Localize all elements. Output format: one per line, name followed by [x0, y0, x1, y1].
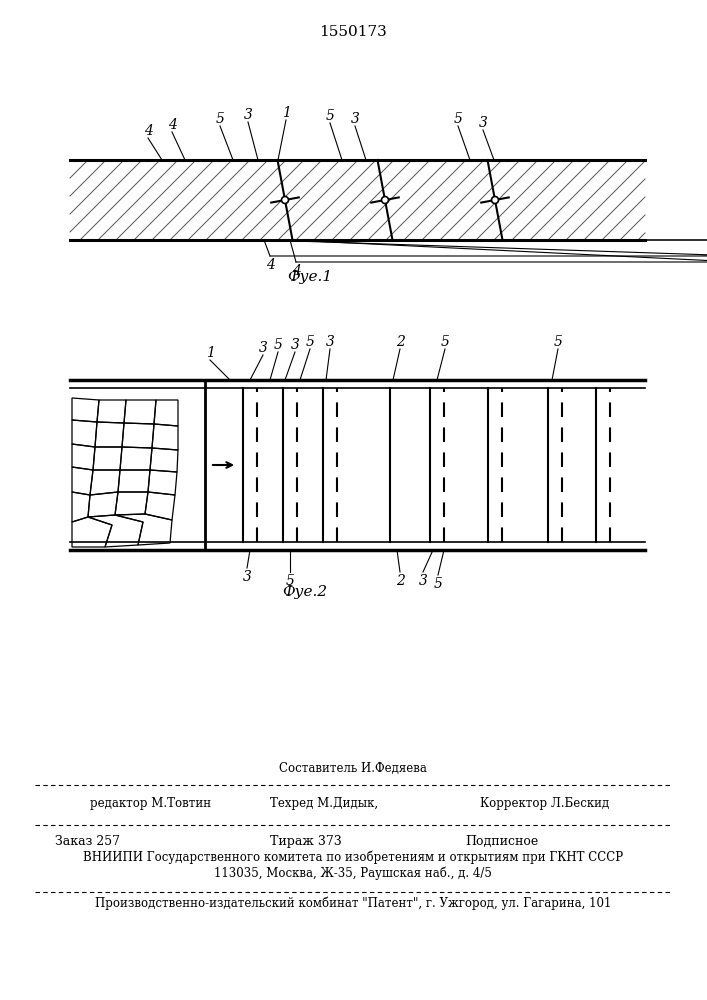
- Text: 3: 3: [419, 574, 428, 588]
- Text: 3: 3: [259, 341, 267, 355]
- Text: Составитель И.Федяева: Составитель И.Федяева: [279, 762, 427, 775]
- Circle shape: [491, 196, 498, 204]
- Text: 113035, Москва, Ж-35, Раушская наб., д. 4/5: 113035, Москва, Ж-35, Раушская наб., д. …: [214, 867, 492, 880]
- Text: Фуе.2: Фуе.2: [282, 585, 327, 599]
- Text: 4: 4: [144, 124, 153, 138]
- Text: 5: 5: [305, 335, 315, 349]
- Text: Тираж 373: Тираж 373: [270, 835, 341, 848]
- Circle shape: [382, 196, 389, 204]
- Text: 1: 1: [281, 106, 291, 120]
- Text: 5: 5: [274, 338, 282, 352]
- Text: 3: 3: [351, 112, 359, 126]
- Text: 3: 3: [479, 116, 487, 130]
- Text: 4: 4: [266, 258, 274, 272]
- Bar: [70, 160, 645, 240]
- Text: 4: 4: [291, 264, 300, 278]
- Text: 5: 5: [433, 577, 443, 591]
- Text: 1: 1: [206, 346, 214, 360]
- Text: 5: 5: [325, 109, 334, 123]
- Text: Подписное: Подписное: [465, 835, 538, 848]
- Text: 5: 5: [454, 112, 462, 126]
- Text: Техред М.Дидык,: Техред М.Дидык,: [270, 796, 378, 810]
- Text: 3: 3: [325, 335, 334, 349]
- Text: 5: 5: [554, 335, 563, 349]
- Text: 4: 4: [168, 118, 177, 132]
- Text: редактор М.Товтин: редактор М.Товтин: [90, 796, 211, 810]
- Text: 2: 2: [395, 335, 404, 349]
- Circle shape: [281, 196, 288, 204]
- Text: Заказ 257: Заказ 257: [55, 835, 120, 848]
- Text: 3: 3: [291, 338, 300, 352]
- Text: Корректор Л.Бескид: Корректор Л.Бескид: [480, 796, 609, 810]
- Text: 1550173: 1550173: [319, 25, 387, 39]
- Text: Фуе.1: Фуе.1: [288, 270, 332, 284]
- Text: 3: 3: [244, 108, 252, 122]
- Text: ВНИИПИ Государственного комитета по изобретениям и открытиям при ГКНТ СССР: ВНИИПИ Государственного комитета по изоб…: [83, 851, 623, 864]
- Text: Производственно-издательский комбинат "Патент", г. Ужгород, ул. Гагарина, 101: Производственно-издательский комбинат "П…: [95, 897, 611, 910]
- Text: 2: 2: [395, 574, 404, 588]
- Text: 3: 3: [243, 570, 252, 584]
- Text: 5: 5: [440, 335, 450, 349]
- Text: 5: 5: [286, 574, 294, 588]
- Text: 5: 5: [216, 112, 224, 126]
